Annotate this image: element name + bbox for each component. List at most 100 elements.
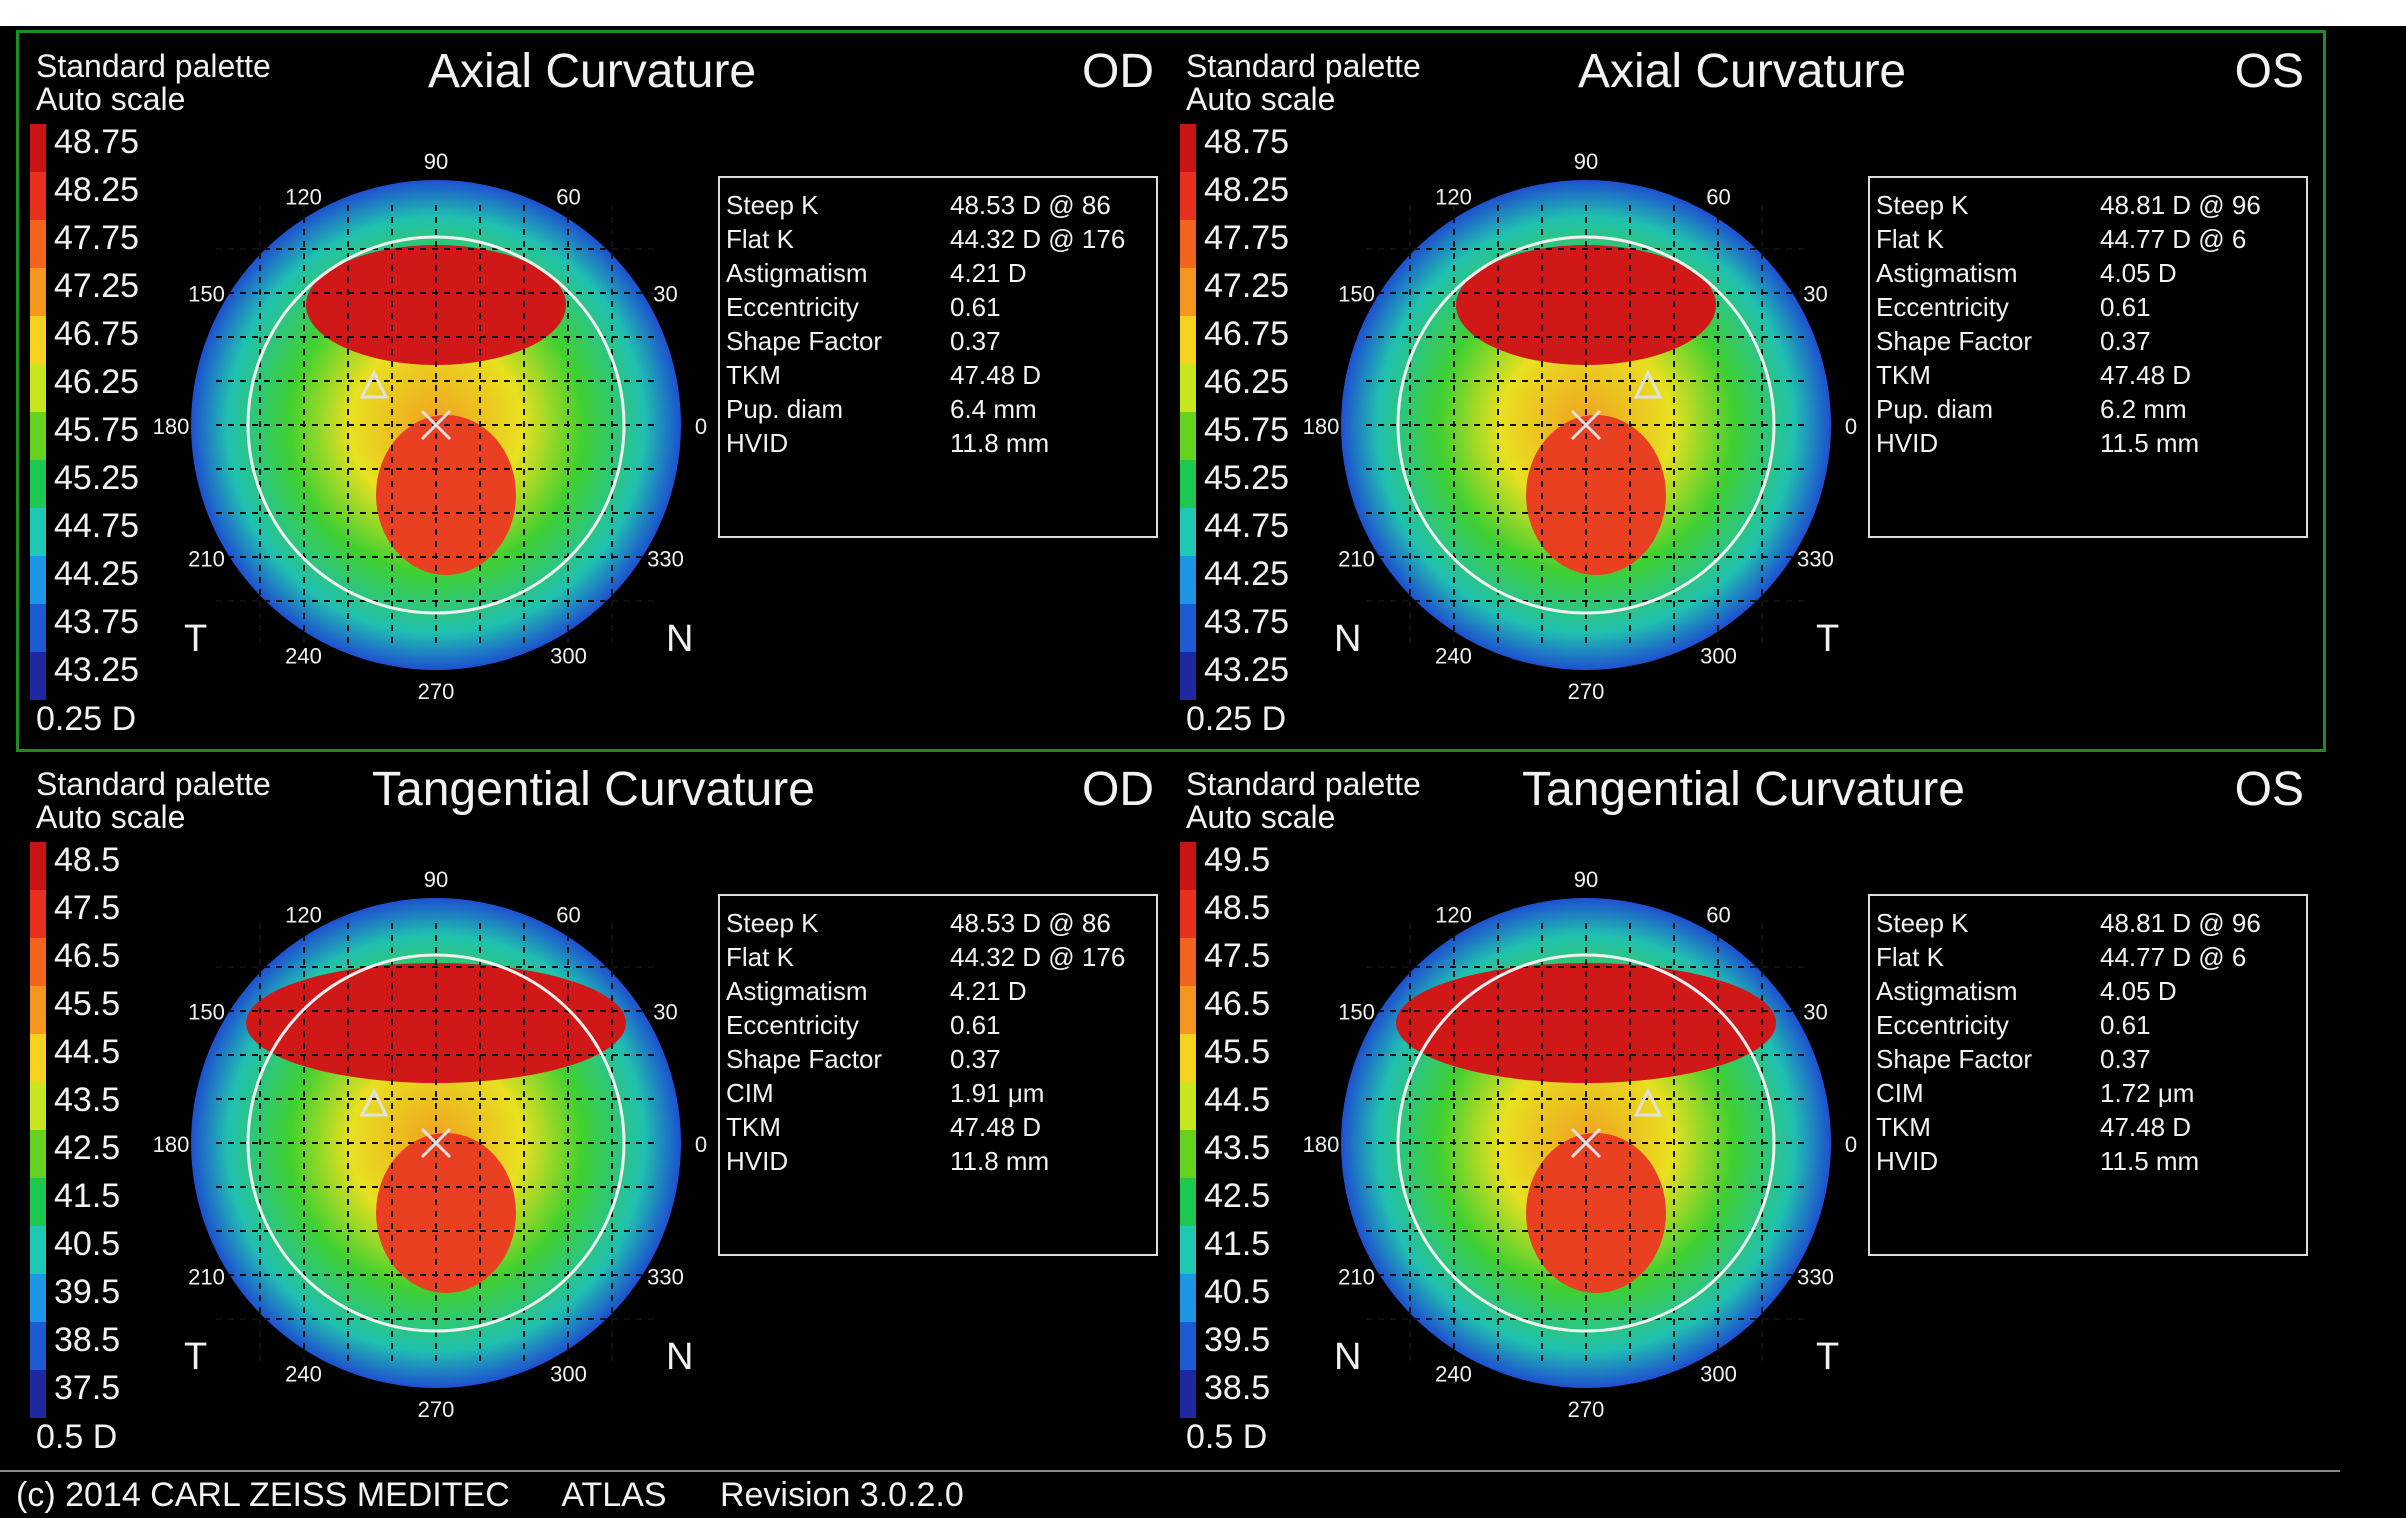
scale-value: 38.5 [54, 1321, 121, 1359]
meridian-label: 180 [153, 414, 190, 439]
meridian-label: 150 [1338, 282, 1375, 307]
scale-value: 46.25 [54, 363, 140, 401]
stat-label: Astigmatism [726, 976, 868, 1006]
stat-row: Astigmatism 4.21 D [726, 258, 1027, 289]
apex-triangle-icon [359, 369, 389, 399]
stat-row: Pup. diam 6.4 mm [726, 394, 1037, 425]
meridian-label: 0 [1845, 1132, 1857, 1157]
meridian-label: 240 [1435, 1361, 1472, 1386]
eye-label: OS [2234, 45, 2304, 98]
footer: (c) 2014 CARL ZEISS MEDITEC ATLAS Revisi… [16, 1476, 1008, 1515]
direction-right: T [1816, 618, 1840, 660]
scale-value: 48.5 [54, 841, 121, 879]
stat-value: 6.4 mm [950, 394, 1037, 424]
stat-row: HVID 11.8 mm [726, 428, 1049, 459]
steep-zone-inferior [376, 1133, 516, 1293]
color-swatch [1180, 842, 1196, 890]
direction-left: N [1334, 618, 1362, 660]
stat-row: TKM 47.48 D [1876, 360, 2191, 391]
topography-panel: Standard palette Auto scale Axial Curvatur… [16, 30, 1168, 748]
stat-value: 47.48 D [950, 1112, 1042, 1142]
stat-row: Astigmatism 4.05 D [1876, 976, 2177, 1007]
stat-value: 0.37 [950, 1044, 1001, 1074]
stat-label: TKM [1876, 1112, 1931, 1142]
scale-value: 43.5 [1204, 1129, 1271, 1167]
apex-triangle-icon [1633, 369, 1663, 399]
stat-row: Steep K 48.53 D @ 86 [726, 190, 1111, 221]
color-swatch [30, 1034, 46, 1082]
stat-value: 44.32 D @ 176 [950, 942, 1126, 972]
stat-value: 11.8 mm [950, 428, 1050, 458]
scale-step: 0.5 D [1186, 1418, 1268, 1456]
stat-row: HVID 11.8 mm [726, 1146, 1049, 1177]
meridian-label: 30 [1803, 282, 1827, 307]
stat-label: Pup. diam [1876, 394, 1994, 424]
meridian-label: 240 [285, 643, 322, 668]
stat-row: Eccentricity 0.61 [726, 292, 1001, 323]
scale-value: 46.25 [1204, 363, 1290, 401]
meridian-label: 60 [556, 185, 580, 210]
meridian-label: 60 [1706, 903, 1730, 928]
stat-label: Flat K [1876, 942, 1944, 972]
color-swatch [1180, 1034, 1196, 1082]
map-title: Tangential Curvature [372, 763, 815, 816]
stat-value: 11.8 mm [950, 1146, 1050, 1176]
color-swatch [30, 1370, 46, 1418]
color-swatch [30, 1274, 46, 1322]
stat-row: CIM 1.91 μm [726, 1078, 1044, 1109]
meridian-label: 0 [695, 1132, 707, 1157]
scale-value: 44.25 [54, 555, 140, 593]
stat-value: 1.72 μm [2100, 1078, 2195, 1108]
stat-value: 4.21 D [950, 976, 1027, 1006]
color-swatch [1180, 460, 1196, 508]
color-swatch [30, 890, 46, 938]
stat-row: Shape Factor 0.37 [1876, 1044, 2151, 1075]
stat-label: Steep K [1876, 190, 1969, 220]
palette-name: Standard palette [1186, 766, 1421, 802]
stat-row: Flat K 44.32 D @ 176 [726, 224, 1125, 255]
color-swatch [30, 1130, 46, 1178]
color-swatch [1180, 652, 1196, 700]
color-swatch [30, 124, 46, 172]
meridian-label: 90 [424, 867, 448, 892]
stat-value: 47.48 D [2100, 360, 2192, 390]
stat-value: 44.77 D @ 6 [2100, 224, 2247, 254]
stat-value: 1.91 μm [950, 1078, 1045, 1108]
color-swatch [1180, 220, 1196, 268]
stat-value: 0.37 [2100, 326, 2151, 356]
stat-value: 11.5 mm [2100, 1146, 2200, 1176]
scale-value: 45.75 [54, 411, 140, 449]
stat-row: Pup. diam 6.2 mm [1876, 394, 2187, 425]
stat-label: Steep K [726, 908, 819, 938]
stat-label: Eccentricity [726, 292, 859, 322]
color-swatch [1180, 364, 1196, 412]
color-swatch [1180, 938, 1196, 986]
stat-value: 44.32 D @ 176 [950, 224, 1126, 254]
scale-value: 43.75 [1204, 603, 1290, 641]
color-swatch [30, 938, 46, 986]
palette-label: Standard palette Auto scale [1186, 768, 1421, 834]
stat-value: 4.21 D [950, 258, 1027, 288]
color-swatch [1180, 1082, 1196, 1130]
stat-label: HVID [1876, 428, 1939, 458]
scale-value: 39.5 [1204, 1321, 1271, 1359]
meridian-label: 0 [695, 414, 707, 439]
meridian-label: 210 [1338, 547, 1375, 572]
apex-triangle-icon [359, 1087, 389, 1117]
stat-value: 4.05 D [2100, 976, 2177, 1006]
palette-label: Standard palette Auto scale [36, 50, 271, 116]
scale-value: 42.5 [54, 1129, 121, 1167]
scale-value: 39.5 [54, 1273, 121, 1311]
color-swatch [30, 1226, 46, 1274]
stat-value: 48.53 D @ 86 [950, 908, 1111, 938]
copyright-text: (c) 2014 CARL ZEISS MEDITEC [16, 1476, 510, 1514]
scale-value: 47.5 [1204, 937, 1271, 975]
eye-label: OD [1082, 763, 1154, 816]
meridian-label: 270 [418, 679, 455, 704]
stat-row: HVID 11.5 mm [1876, 428, 2199, 459]
stat-label: CIM [726, 1078, 774, 1108]
stat-value: 0.37 [2100, 1044, 2151, 1074]
stat-label: HVID [726, 1146, 789, 1176]
